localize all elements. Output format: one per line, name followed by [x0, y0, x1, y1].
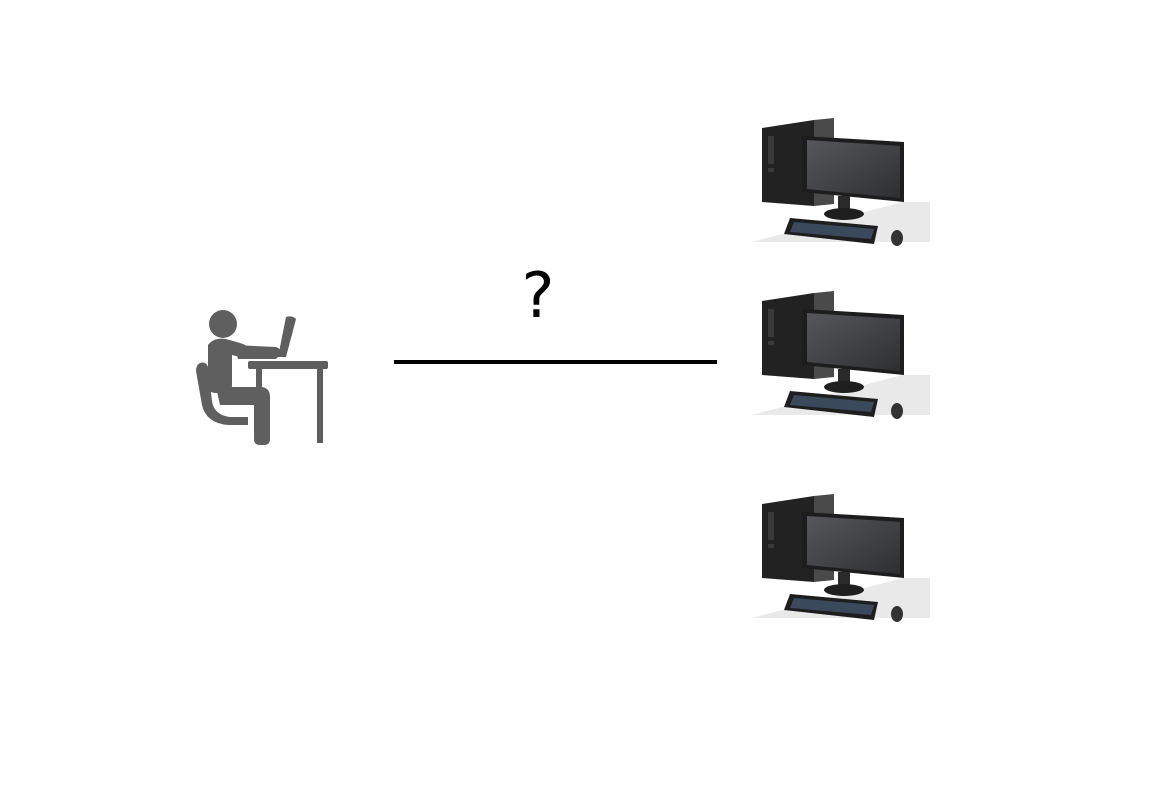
desktop-computer-icon	[752, 118, 930, 246]
desktop-computer-icon	[752, 494, 930, 622]
desktop-computer-icon	[752, 291, 930, 419]
person-at-desk-icon	[196, 310, 328, 445]
connector-line	[394, 360, 717, 364]
connector-label: ?	[521, 259, 555, 332]
